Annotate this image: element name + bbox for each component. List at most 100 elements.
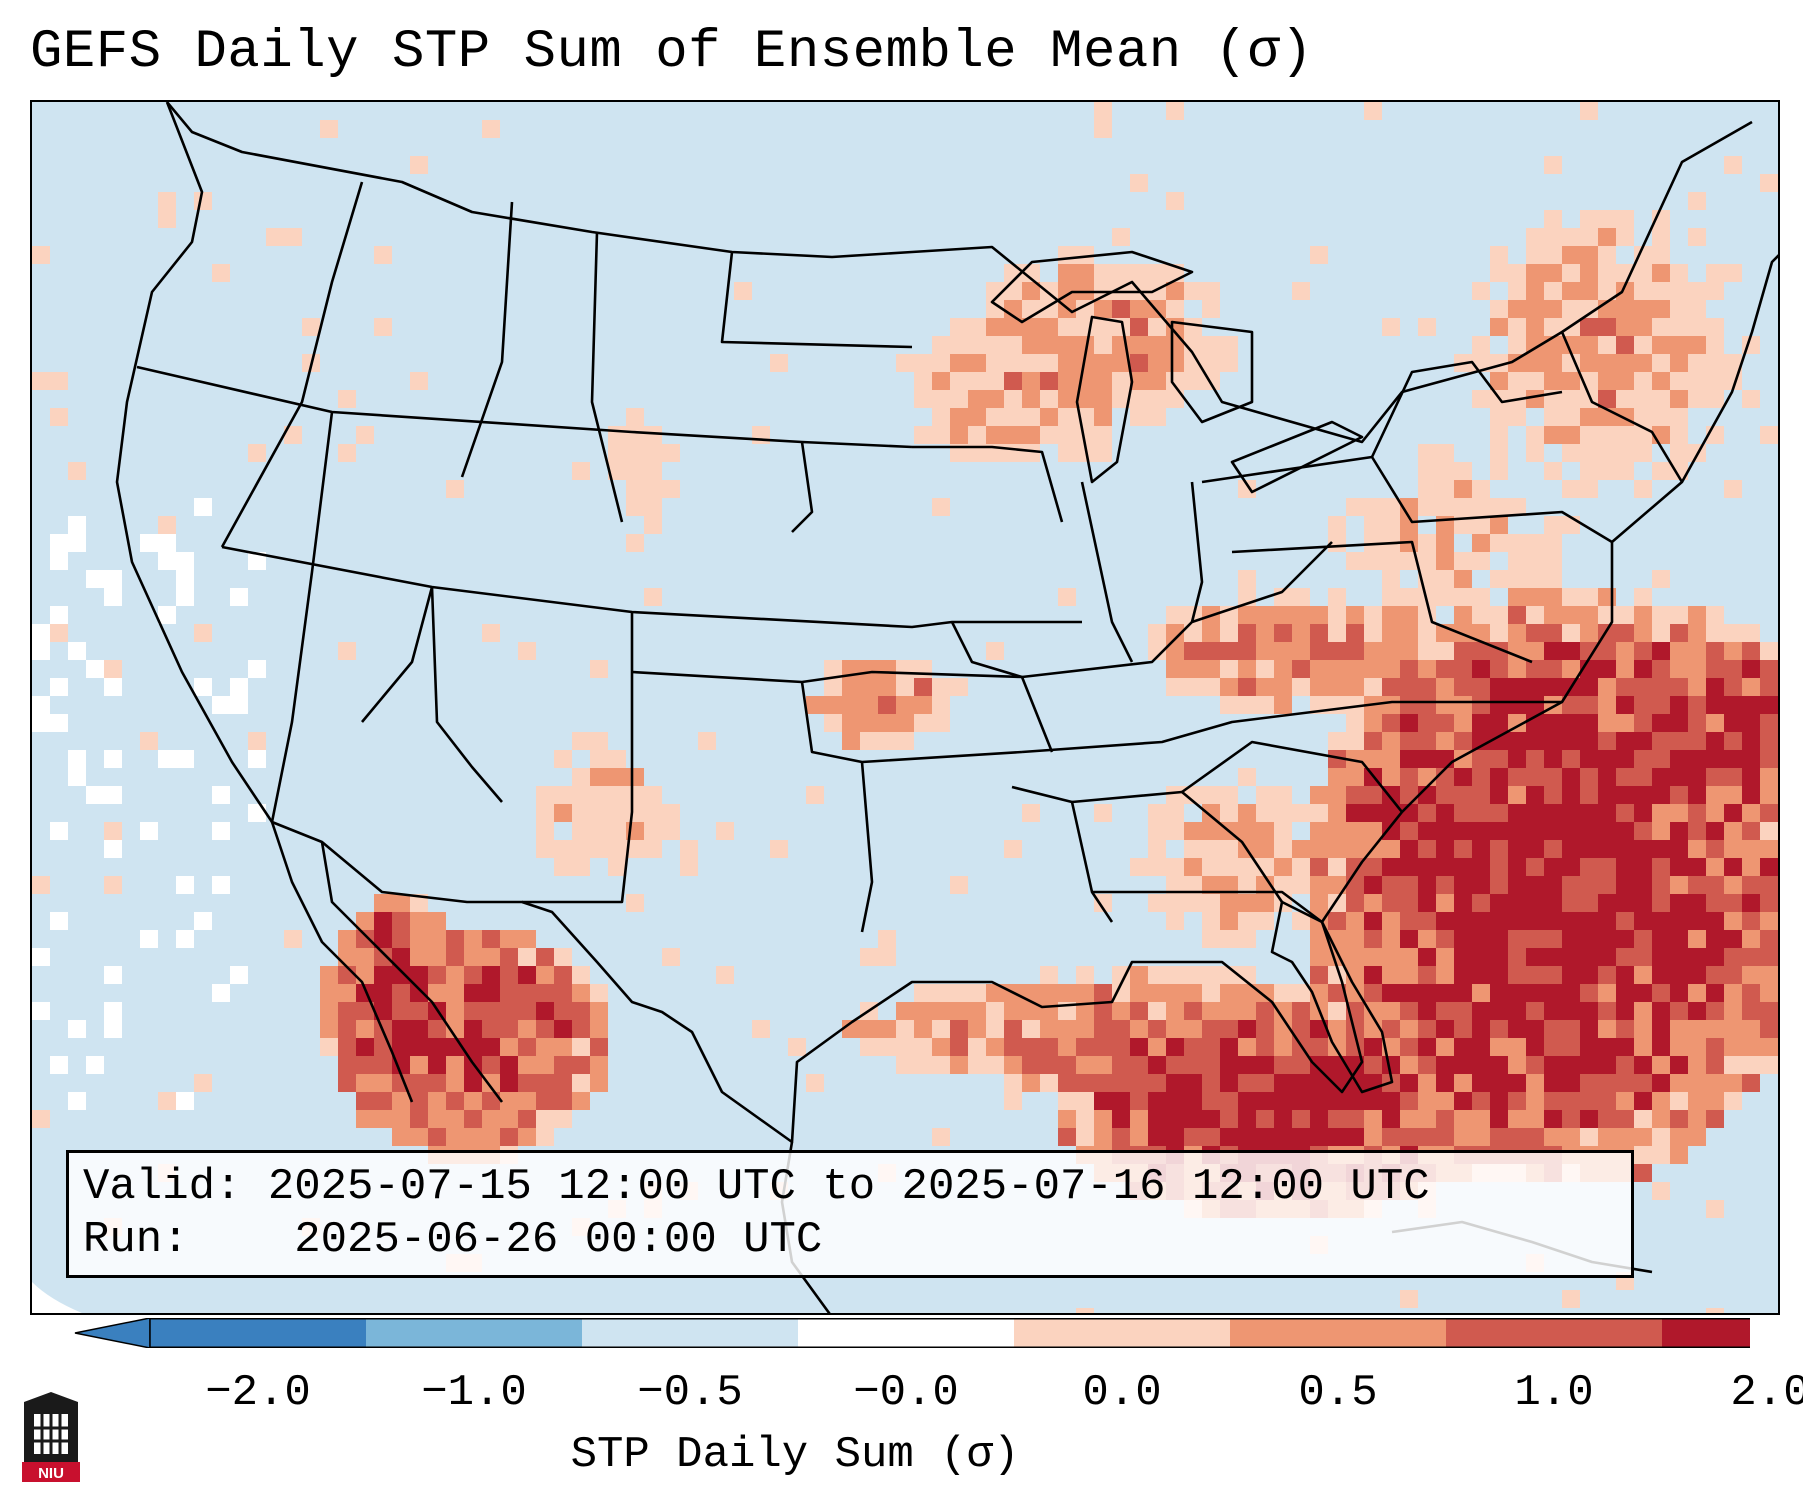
anomaly-cell (1004, 390, 1022, 408)
colorbar-tick-label: −0.0 (853, 1368, 959, 1418)
anomaly-cell (1418, 804, 1436, 822)
anomaly-cell (1418, 930, 1436, 948)
anomaly-cell (86, 1056, 104, 1074)
anomaly-cell (32, 714, 50, 732)
anomaly-cell (482, 120, 500, 138)
anomaly-cell (1670, 912, 1688, 930)
anomaly-cell (1418, 840, 1436, 858)
anomaly-cell (1670, 750, 1688, 768)
anomaly-cell (1598, 228, 1616, 246)
anomaly-cell (1580, 462, 1598, 480)
anomaly-cell (878, 948, 896, 966)
anomaly-cell (554, 804, 572, 822)
anomaly-cell (428, 1092, 446, 1110)
anomaly-cell (1364, 1092, 1382, 1110)
anomaly-cell (1760, 894, 1778, 912)
anomaly-cell (626, 786, 644, 804)
anomaly-cell (1202, 804, 1220, 822)
anomaly-cell (842, 732, 860, 750)
anomaly-cell (1472, 876, 1490, 894)
anomaly-cell (1616, 282, 1634, 300)
anomaly-cell (50, 714, 68, 732)
anomaly-cell (1580, 714, 1598, 732)
anomaly-cell (950, 876, 968, 894)
anomaly-cell (1148, 804, 1166, 822)
anomaly-cell (1454, 930, 1472, 948)
anomaly-cell (1616, 732, 1634, 750)
anomaly-cell (320, 1038, 338, 1056)
anomaly-cell (1616, 624, 1634, 642)
anomaly-cell (320, 1002, 338, 1020)
anomaly-cell (1508, 894, 1526, 912)
anomaly-cell (1760, 714, 1778, 732)
anomaly-cell (1166, 1002, 1184, 1020)
anomaly-cell (914, 372, 932, 390)
anomaly-cell (1580, 768, 1598, 786)
anomaly-cell (1346, 714, 1364, 732)
anomaly-cell (1670, 1092, 1688, 1110)
anomaly-cell (1490, 678, 1508, 696)
anomaly-cell (590, 768, 608, 786)
anomaly-cell (1346, 750, 1364, 768)
anomaly-cell (1742, 912, 1760, 930)
anomaly-cell (1508, 930, 1526, 948)
anomaly-cell (590, 1020, 608, 1038)
anomaly-cell (1634, 372, 1652, 390)
anomaly-cell (1616, 912, 1634, 930)
anomaly-cell (248, 444, 266, 462)
anomaly-cell (1058, 318, 1076, 336)
anomaly-cell (1526, 1020, 1544, 1038)
anomaly-cell (1112, 1020, 1130, 1038)
anomaly-cell (374, 246, 392, 264)
anomaly-cell (518, 966, 536, 984)
anomaly-cell (1238, 984, 1256, 1002)
anomaly-cell (1580, 930, 1598, 948)
anomaly-cell (374, 1074, 392, 1092)
anomaly-cell (662, 948, 680, 966)
anomaly-cell (1220, 1092, 1238, 1110)
anomaly-cell (1256, 912, 1274, 930)
anomaly-cell (1652, 876, 1670, 894)
anomaly-cell (1526, 300, 1544, 318)
anomaly-cell (1184, 876, 1202, 894)
anomaly-cell (1724, 732, 1742, 750)
anomaly-cell (1562, 696, 1580, 714)
anomaly-cell (1544, 1002, 1562, 1020)
anomaly-cell (1454, 714, 1472, 732)
anomaly-cell (1166, 624, 1184, 642)
anomaly-cell (1148, 1092, 1166, 1110)
anomaly-cell (1004, 444, 1022, 462)
anomaly-cell (212, 264, 230, 282)
anomaly-cell (932, 354, 950, 372)
anomaly-cell (1598, 1020, 1616, 1038)
anomaly-cell (1238, 1074, 1256, 1092)
anomaly-cell (1184, 858, 1202, 876)
anomaly-cell (1166, 300, 1184, 318)
anomaly-cell (1400, 984, 1418, 1002)
anomaly-cell (914, 354, 932, 372)
anomaly-cell (1598, 1002, 1616, 1020)
anomaly-cell (1706, 822, 1724, 840)
anomaly-cell (644, 516, 662, 534)
colorbar-tick-label: −0.5 (637, 1368, 743, 1418)
anomaly-cell (392, 1038, 410, 1056)
anomaly-cell (1760, 678, 1778, 696)
anomaly-cell (482, 1056, 500, 1074)
anomaly-cell (1166, 822, 1184, 840)
anomaly-cell (1634, 1164, 1652, 1182)
anomaly-cell (1724, 948, 1742, 966)
anomaly-cell (572, 732, 590, 750)
anomaly-cell (1310, 876, 1328, 894)
anomaly-cell (1634, 318, 1652, 336)
anomaly-cell (1598, 840, 1616, 858)
map-panel[interactable] (30, 100, 1780, 1315)
anomaly-cell (1706, 390, 1724, 408)
anomaly-cell (1616, 336, 1634, 354)
anomaly-cell (572, 840, 590, 858)
anomaly-cell (1706, 1056, 1724, 1074)
anomaly-cell (1634, 840, 1652, 858)
anomaly-cell (68, 642, 86, 660)
anomaly-cell (1616, 444, 1634, 462)
anomaly-cell (32, 1002, 50, 1020)
anomaly-cell (572, 1092, 590, 1110)
